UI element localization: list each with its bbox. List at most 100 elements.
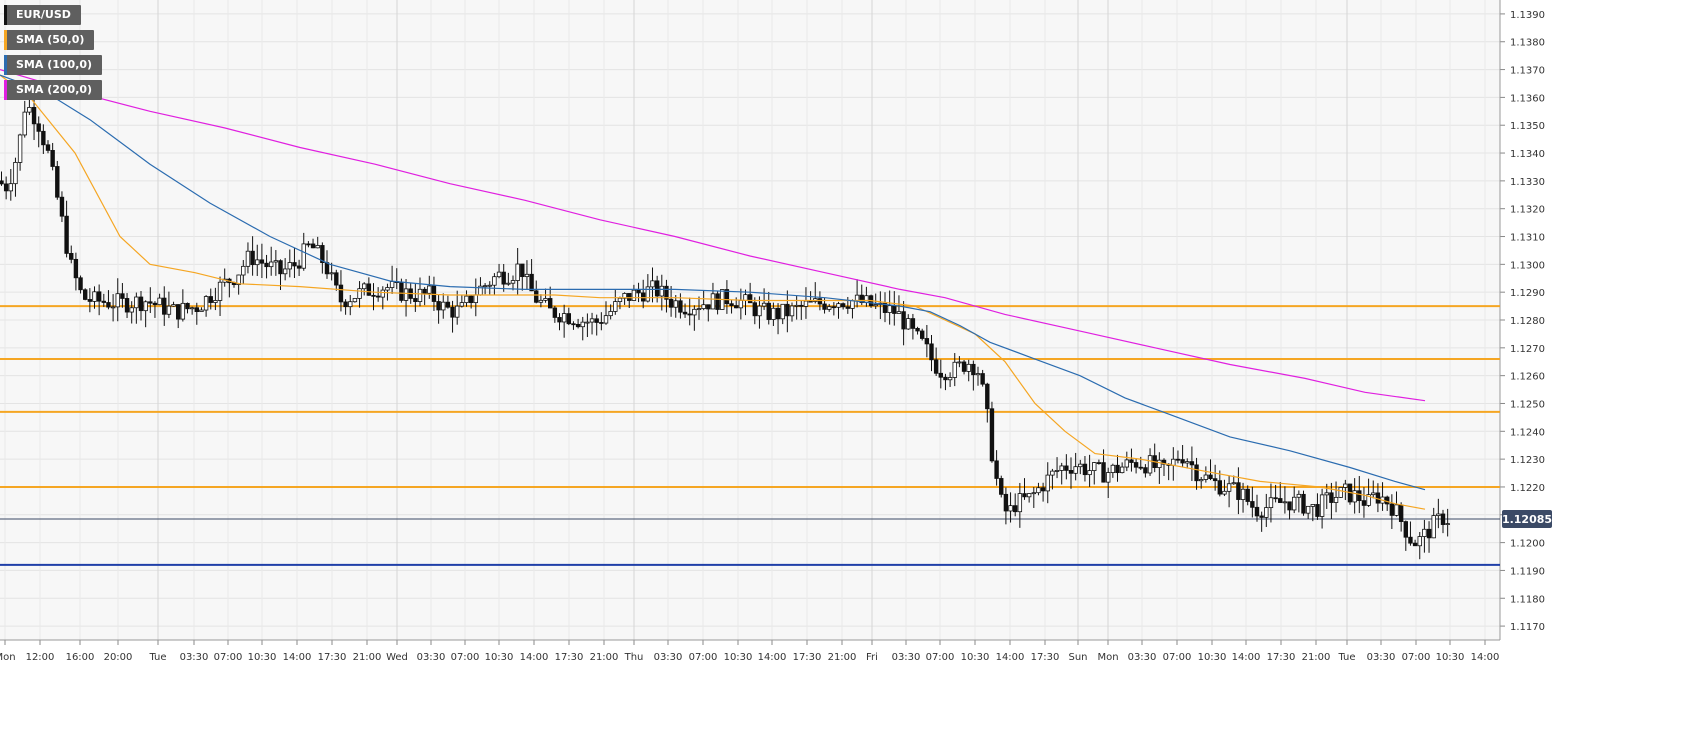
candle-bullish [896,311,902,314]
legend-swatch [4,55,7,75]
candle-bullish [1268,497,1274,509]
candle-bullish [1352,490,1357,503]
candle-bullish [710,293,716,310]
candle-bullish [143,301,148,312]
candle-bearish [69,253,74,260]
candle-bullish [1324,492,1329,496]
legend-item-symbol[interactable]: EUR/USD [4,5,81,25]
candle-bearish [929,343,934,361]
candle-bearish [1408,536,1413,544]
candle-bullish [506,282,511,285]
legend-item-sma50[interactable]: SMA (50,0) [4,30,95,50]
candle-bearish [641,292,646,302]
legend-label: SMA (200,0) [16,83,93,96]
candle-bearish [138,296,144,312]
legend-item-sma200[interactable]: SMA (200,0) [4,80,103,100]
candle-bullish [1366,494,1371,506]
x-tick-label: 10:30 [1436,652,1465,663]
candle-bearish [1250,501,1255,508]
candle-bearish [734,305,739,309]
x-tick-label: 10:30 [248,652,277,663]
candle-bullish [1343,483,1348,488]
candle-bullish [1026,493,1032,498]
candle-bearish [822,303,827,310]
x-tick-label: 10:30 [1198,652,1227,663]
x-tick-label: 07:00 [1163,652,1192,663]
y-tick-label: 1.1220 [1510,483,1545,494]
candle-bullish [906,318,911,330]
candle-bullish [1110,464,1116,473]
x-tick-label: 14:00 [1232,652,1261,663]
candle-bullish [854,294,860,302]
candle-bearish [594,318,599,323]
x-tick-label: 07:00 [926,652,955,663]
candle-bullish [1087,470,1092,476]
candle-bearish [654,280,660,297]
candle-bearish [501,271,506,285]
candle-bullish [110,306,116,309]
candle-bullish [613,301,618,312]
candle-bullish [1059,465,1064,471]
candle-bullish [1226,483,1232,492]
candle-bearish [185,302,190,310]
candle-bullish [701,304,706,310]
candle-bullish [199,309,204,312]
sma-100-line [0,74,1426,491]
candle-bearish [989,408,995,462]
candle-bullish [361,283,367,290]
legend-item-sma100[interactable]: SMA (100,0) [4,55,103,75]
candle-bearish [208,296,213,303]
candle-bearish [924,338,930,345]
candle-bearish [1175,458,1181,461]
candle-bullish [1319,494,1325,517]
candle-bullish [287,262,292,270]
candle-bullish [217,281,223,301]
candle-bearish [87,299,93,302]
candle-bearish [106,302,111,308]
candle-bullish [696,308,702,311]
candle-bullish [115,293,120,308]
candle-bearish [320,245,325,264]
x-tick-label: 14:00 [283,652,312,663]
candle-bearish [1003,493,1009,512]
candle-bearish [1287,501,1292,511]
candle-bullish [459,302,465,307]
candle-bearish [59,196,65,217]
candle-bullish [8,183,13,192]
candle-bearish [999,478,1004,495]
candle-bearish [31,107,37,125]
candle-bearish [1068,470,1074,474]
candle-bearish [0,180,4,185]
candle-bearish [775,307,781,320]
candle-bullish [947,377,953,381]
y-tick-label: 1.1240 [1510,427,1545,438]
candle-bearish [1254,506,1260,517]
candle-bullish [1031,492,1036,495]
candle-bearish [1440,513,1446,525]
x-tick-label: 14:00 [1471,652,1500,663]
candle-bullish [389,281,395,288]
legend-label: SMA (50,0) [16,33,85,46]
y-tick-label: 1.1170 [1510,622,1545,633]
candle-bullish [282,268,288,275]
candle-bullish [1073,466,1078,474]
candle-bearish [1398,504,1404,522]
candle-bearish [1259,515,1264,518]
candle-bullish [492,276,497,286]
candle-bullish [482,285,488,288]
x-tick-label: Sun [1068,652,1087,663]
candle-bullish [1008,505,1013,512]
candle-bearish [36,123,41,132]
candle-bearish [1385,496,1390,505]
candle-bearish [920,330,925,339]
y-tick-label: 1.1310 [1510,233,1545,244]
candle-bullish [1106,472,1111,483]
candle-bearish [1315,504,1320,517]
candle-bearish [706,304,711,310]
candle-bullish [1185,461,1190,464]
candle-bearish [557,317,562,323]
candle-bearish [840,303,846,308]
candle-bullish [255,259,260,266]
candle-bullish [129,307,134,313]
